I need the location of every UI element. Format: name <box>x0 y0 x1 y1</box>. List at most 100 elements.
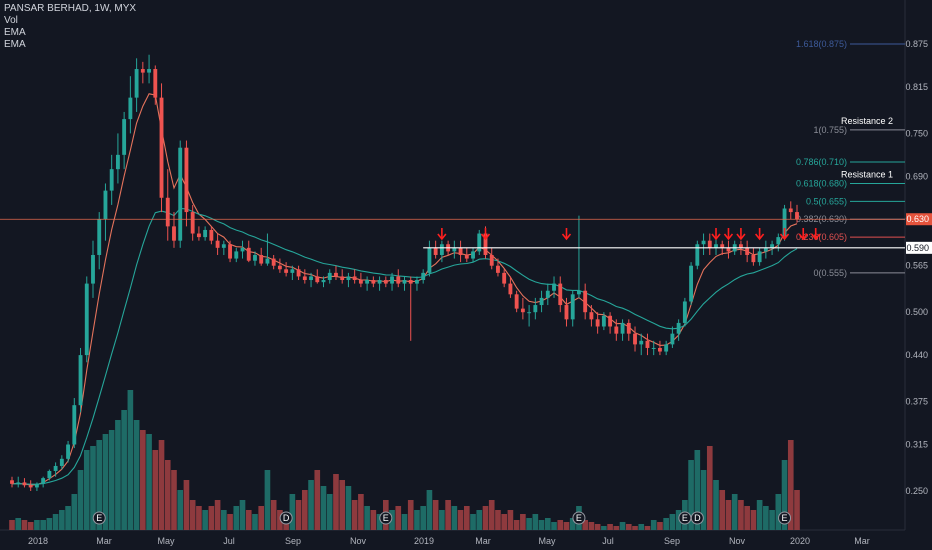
volume-bar <box>351 500 358 530</box>
price-tick-label: 0.565 <box>905 261 928 271</box>
volume-bar <box>302 490 308 530</box>
volume-bar <box>582 520 588 530</box>
volume-bar <box>326 494 333 530</box>
volume-bar <box>189 500 196 530</box>
time-tick-label: Mar <box>475 536 491 546</box>
event-badge <box>379 511 393 525</box>
candlesticks <box>10 54 799 491</box>
volume-bar <box>401 514 408 530</box>
volume-bar <box>526 518 532 530</box>
volume-legend[interactable]: Vol <box>4 15 18 26</box>
candle-body <box>334 272 338 277</box>
candle-body <box>664 344 669 352</box>
candle-body <box>78 355 83 406</box>
volume-bar <box>264 470 271 530</box>
candle-body <box>358 280 363 284</box>
candle-body <box>134 69 139 98</box>
candle-body <box>209 229 214 241</box>
last-price-tag: 0.630 <box>906 213 932 226</box>
volume-bar <box>563 522 570 530</box>
candle-body <box>782 208 787 238</box>
volume-bar <box>476 510 483 530</box>
candle-body <box>415 280 419 284</box>
volume-bars <box>9 390 800 530</box>
volume-bar <box>289 494 296 530</box>
candle-body <box>689 265 694 302</box>
volume-bar <box>245 510 252 530</box>
candle-body <box>608 315 613 327</box>
volume-bar <box>625 524 632 530</box>
volume-bar <box>663 518 669 530</box>
volume-bar <box>569 518 576 530</box>
time-tick-label: May <box>538 536 556 546</box>
candle-body <box>520 308 525 313</box>
candle-body <box>676 322 681 334</box>
down-arrow-icon <box>779 228 790 241</box>
candle-body <box>109 169 114 191</box>
price-tick-label: 0.315 <box>905 440 928 450</box>
down-arrow-icon <box>480 228 491 241</box>
volume-bar <box>221 510 227 530</box>
volume-bar <box>270 500 277 530</box>
candle-body <box>595 319 600 327</box>
volume-bar <box>632 526 638 530</box>
candle-body <box>122 119 127 155</box>
ema-legend-2[interactable]: EMA <box>4 39 26 50</box>
ema-legend-1[interactable]: EMA <box>4 27 26 38</box>
candle-body <box>477 233 482 252</box>
volume-bar <box>694 450 701 530</box>
price-tick-label: 0.750 <box>905 128 928 138</box>
candle-body <box>190 212 195 234</box>
price-tick-label: 0.250 <box>905 486 928 496</box>
symbol-title[interactable]: PANSAR BERHAD, 1W, MYX <box>4 3 137 14</box>
candle-body <box>234 251 239 259</box>
candle-body <box>371 280 376 284</box>
volume-bar <box>152 450 159 530</box>
time-tick-label: Jul <box>223 536 235 546</box>
candle-body <box>539 297 544 306</box>
time-tick-label: Sep <box>285 536 301 546</box>
event-badge <box>572 511 586 525</box>
volume-bar <box>183 480 190 530</box>
volume-bar <box>21 520 28 530</box>
candle-body <box>508 283 513 295</box>
candle-body <box>483 233 488 255</box>
volume-bar <box>763 506 769 530</box>
volume-bar <box>520 514 526 530</box>
candle-body <box>253 254 257 261</box>
candle-body <box>97 219 102 255</box>
volume-bar <box>214 500 221 530</box>
volume-bar <box>538 520 545 530</box>
event-badge <box>690 511 704 525</box>
volume-bar <box>463 506 470 530</box>
volume-bar <box>208 506 215 530</box>
candle-body <box>41 478 46 484</box>
event-badge <box>92 511 106 525</box>
down-arrow-icon <box>711 228 721 241</box>
price-tick-label: 0.875 <box>905 39 928 49</box>
candle-body <box>340 276 345 281</box>
candle-body <box>402 280 407 284</box>
volume-bar <box>756 500 763 530</box>
volume-bar <box>345 486 352 530</box>
candle-body <box>452 247 457 252</box>
candle-body <box>259 254 264 264</box>
volume-bar <box>227 514 233 530</box>
candle-body <box>172 226 176 241</box>
time-axis: 2018 Mar May Jul Sep Nov 2019 Mar May Jul Sep Nov 20… <box>28 536 870 546</box>
fibonacci-retracement[interactable]: 1.618(0.875) 1(0.755) 0.786(0.710) 0.618(0.… <box>796 39 905 278</box>
volume-bar <box>90 446 96 530</box>
volume-bar <box>314 470 321 530</box>
time-tick-label: May <box>157 536 175 546</box>
candle-body <box>439 244 444 255</box>
volume-bar <box>775 494 782 530</box>
candle-body <box>184 147 189 213</box>
volume-bar <box>439 510 445 530</box>
candle-body <box>215 240 220 248</box>
volume-bar <box>532 514 539 530</box>
volume-bar <box>744 506 750 530</box>
volume-bar <box>650 520 657 530</box>
volume-bar <box>71 494 78 530</box>
